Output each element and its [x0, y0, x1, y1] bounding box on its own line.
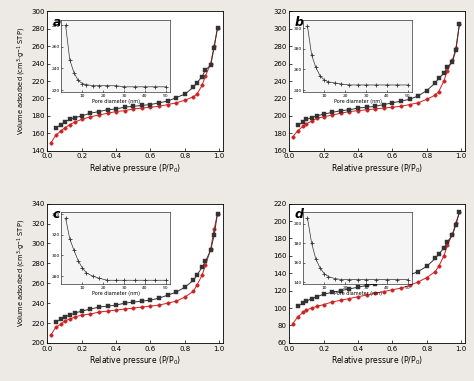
- Text: a: a: [53, 16, 61, 29]
- Text: b: b: [294, 16, 303, 29]
- Y-axis label: Volume adsorbed (cm$^3$$\cdot$g$^{-1}$ STP): Volume adsorbed (cm$^3$$\cdot$g$^{-1}$ S…: [16, 27, 28, 135]
- X-axis label: Relative pressure (P/P$_0$): Relative pressure (P/P$_0$): [331, 354, 423, 367]
- X-axis label: Relative pressure (P/P$_0$): Relative pressure (P/P$_0$): [331, 162, 423, 175]
- X-axis label: Relative pressure (P/P$_0$): Relative pressure (P/P$_0$): [89, 162, 181, 175]
- Text: c: c: [53, 208, 60, 221]
- Text: d: d: [294, 208, 303, 221]
- X-axis label: Relative pressure (P/P$_0$): Relative pressure (P/P$_0$): [89, 354, 181, 367]
- Y-axis label: Volume adsorbed (cm$^3$$\cdot$g$^{-1}$ STP): Volume adsorbed (cm$^3$$\cdot$g$^{-1}$ S…: [16, 219, 28, 327]
